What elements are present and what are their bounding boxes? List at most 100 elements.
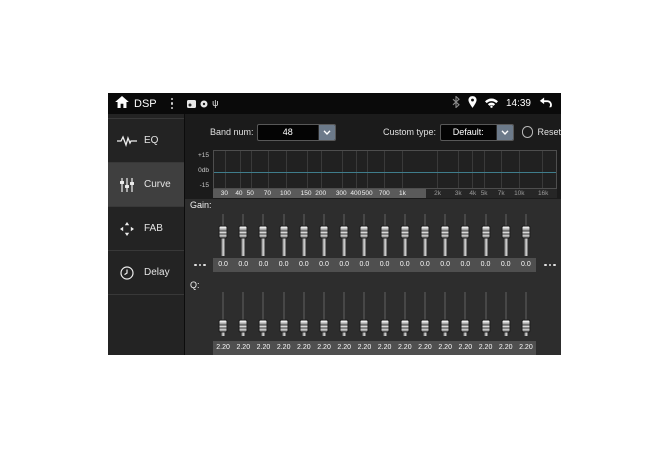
slider-thumb[interactable] bbox=[380, 225, 390, 239]
slider-thumb[interactable] bbox=[420, 225, 430, 239]
sidebar-item-curve[interactable]: Curve bbox=[108, 163, 184, 207]
gain-slider-9[interactable] bbox=[375, 214, 395, 258]
back-icon[interactable] bbox=[539, 95, 552, 113]
gain-slider-12[interactable] bbox=[435, 214, 455, 258]
gain-value-8: 0.0 bbox=[359, 261, 370, 268]
sidebar: EQ Curve FAB Delay bbox=[108, 114, 185, 355]
gain-slider-3[interactable] bbox=[253, 214, 273, 258]
slider-thumb[interactable] bbox=[460, 319, 470, 333]
gain-value-1: 0.0 bbox=[218, 261, 228, 268]
slider-thumb[interactable] bbox=[218, 225, 228, 239]
slider-thumb[interactable] bbox=[521, 319, 531, 333]
custom-type-label: Custom type: bbox=[383, 127, 437, 137]
scroll-left-button[interactable] bbox=[191, 258, 209, 272]
slider-thumb[interactable] bbox=[440, 225, 450, 239]
slider-thumb[interactable] bbox=[440, 319, 450, 333]
gain-slider-16[interactable] bbox=[516, 214, 536, 258]
eq-plot[interactable] bbox=[213, 150, 557, 189]
slider-track-fill bbox=[261, 231, 265, 256]
slider-thumb[interactable] bbox=[279, 319, 289, 333]
sidebar-item-delay[interactable]: Delay bbox=[108, 251, 184, 295]
q-slider-4[interactable] bbox=[274, 292, 294, 338]
gain-slider-14[interactable] bbox=[475, 214, 495, 258]
gain-section: Gain: 0.0 0.0 0.0 0.0 0.0 0.0 0.0 0.0 0.0 0.0 0.0 0… bbox=[185, 200, 561, 272]
gain-slider-8[interactable] bbox=[354, 214, 374, 258]
gain-slider-1[interactable] bbox=[213, 214, 233, 258]
slider-thumb[interactable] bbox=[238, 225, 248, 239]
slider-thumb[interactable] bbox=[460, 225, 470, 239]
reset-radio[interactable] bbox=[521, 126, 534, 138]
freq-tick-label: 10k bbox=[514, 190, 525, 197]
band-num-select[interactable]: 48 bbox=[256, 123, 336, 141]
sidebar-item-eq[interactable]: EQ bbox=[108, 118, 184, 163]
q-slider-16[interactable] bbox=[516, 292, 536, 338]
freq-strip[interactable]: 30 40 50 70 100 150 200 300 400 500 700 1k 2k 3k 4k 5k 7… bbox=[213, 189, 557, 198]
q-slider-5[interactable] bbox=[294, 292, 314, 338]
freq-tick-label: 16k bbox=[537, 190, 549, 197]
slider-thumb[interactable] bbox=[501, 225, 511, 239]
slider-thumb[interactable] bbox=[218, 319, 228, 333]
freq-gridline bbox=[356, 151, 358, 188]
slider-thumb[interactable] bbox=[319, 225, 329, 239]
slider-thumb[interactable] bbox=[420, 319, 430, 333]
gain-slider-4[interactable] bbox=[274, 214, 294, 258]
slider-thumb[interactable] bbox=[339, 225, 349, 239]
freq-tick-label: 4k bbox=[469, 190, 477, 197]
slider-thumb[interactable] bbox=[359, 225, 369, 239]
slider-thumb[interactable] bbox=[501, 319, 511, 333]
home-icon[interactable] bbox=[115, 95, 129, 113]
slider-thumb[interactable] bbox=[279, 225, 289, 239]
slider-thumb[interactable] bbox=[339, 319, 349, 333]
q-slider-12[interactable] bbox=[435, 292, 455, 338]
scroll-right-button[interactable] bbox=[541, 258, 559, 272]
q-slider-11[interactable] bbox=[415, 292, 435, 338]
slider-thumb[interactable] bbox=[319, 319, 329, 333]
gain-slider-2[interactable] bbox=[233, 214, 253, 258]
custom-type-select[interactable]: Default: bbox=[440, 123, 514, 141]
slider-track-fill bbox=[342, 231, 346, 256]
gain-value-11: 0.0 bbox=[420, 261, 430, 268]
q-slider-10[interactable] bbox=[395, 292, 415, 338]
sidebar-item-fab[interactable]: FAB bbox=[108, 207, 184, 251]
slider-track-fill bbox=[423, 231, 427, 256]
slider-track-fill bbox=[463, 231, 467, 256]
slider-thumb[interactable] bbox=[380, 319, 390, 333]
gain-slider-10[interactable] bbox=[395, 214, 415, 258]
q-slider-8[interactable] bbox=[354, 292, 374, 338]
gain-slider-13[interactable] bbox=[455, 214, 475, 258]
slider-thumb[interactable] bbox=[238, 319, 248, 333]
head-unit-screen: DSP ψ 14:39 bbox=[108, 93, 561, 355]
slider-track-fill bbox=[383, 231, 387, 256]
gain-slider-15[interactable] bbox=[496, 214, 516, 258]
slider-thumb[interactable] bbox=[400, 319, 410, 333]
q-slider-13[interactable] bbox=[455, 292, 475, 338]
gain-slider-11[interactable] bbox=[415, 214, 435, 258]
q-slider-15[interactable] bbox=[496, 292, 516, 338]
freq-tick-label: 5k bbox=[480, 190, 488, 197]
slider-thumb[interactable] bbox=[299, 225, 309, 239]
slider-thumb[interactable] bbox=[400, 225, 410, 239]
freq-tick-label: 1k bbox=[398, 190, 406, 197]
slider-thumb[interactable] bbox=[258, 319, 268, 333]
q-slider-7[interactable] bbox=[334, 292, 354, 338]
q-slider-6[interactable] bbox=[314, 292, 334, 338]
q-slider-14[interactable] bbox=[475, 292, 495, 338]
slider-thumb[interactable] bbox=[359, 319, 369, 333]
slider-thumb[interactable] bbox=[299, 319, 309, 333]
q-slider-9[interactable] bbox=[375, 292, 395, 338]
q-slider-3[interactable] bbox=[253, 292, 273, 338]
slider-thumb[interactable] bbox=[258, 225, 268, 239]
q-value-7: 2.20 bbox=[337, 344, 352, 351]
slider-thumb[interactable] bbox=[521, 225, 531, 239]
slider-thumb[interactable] bbox=[481, 319, 491, 333]
gain-slider-6[interactable] bbox=[314, 214, 334, 258]
gain-slider-7[interactable] bbox=[334, 214, 354, 258]
q-slider-1[interactable] bbox=[213, 292, 233, 338]
gain-slider-5[interactable] bbox=[294, 214, 314, 258]
overflow-menu-icon[interactable] bbox=[169, 96, 176, 112]
q-slider-2[interactable] bbox=[233, 292, 253, 338]
clock-icon bbox=[117, 265, 137, 280]
curve-panel: Band num: 48 Custom type: Default: Reset bbox=[185, 114, 561, 355]
slider-thumb[interactable] bbox=[481, 225, 491, 239]
usb-icon: ψ bbox=[212, 98, 219, 108]
